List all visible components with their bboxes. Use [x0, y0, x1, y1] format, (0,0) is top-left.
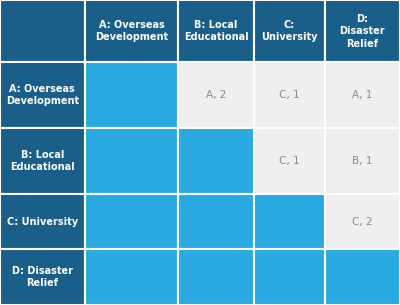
FancyBboxPatch shape: [254, 128, 324, 194]
FancyBboxPatch shape: [254, 249, 324, 305]
FancyBboxPatch shape: [178, 249, 254, 305]
Text: B, 1: B, 1: [352, 156, 372, 166]
FancyBboxPatch shape: [0, 128, 84, 194]
Text: D:
Disaster
Relief: D: Disaster Relief: [340, 14, 385, 48]
FancyBboxPatch shape: [324, 62, 400, 128]
Text: A, 2: A, 2: [206, 90, 226, 100]
FancyBboxPatch shape: [84, 62, 178, 128]
Text: C: University: C: University: [7, 217, 78, 227]
FancyBboxPatch shape: [254, 194, 324, 249]
FancyBboxPatch shape: [84, 0, 178, 62]
FancyBboxPatch shape: [178, 128, 254, 194]
FancyBboxPatch shape: [0, 194, 84, 249]
FancyBboxPatch shape: [324, 249, 400, 305]
FancyBboxPatch shape: [0, 62, 84, 128]
Text: A, 1: A, 1: [352, 90, 372, 100]
FancyBboxPatch shape: [0, 249, 84, 305]
FancyBboxPatch shape: [84, 128, 178, 194]
FancyBboxPatch shape: [178, 62, 254, 128]
FancyBboxPatch shape: [254, 62, 324, 128]
FancyBboxPatch shape: [84, 249, 178, 305]
Text: C, 1: C, 1: [279, 156, 300, 166]
FancyBboxPatch shape: [324, 194, 400, 249]
FancyBboxPatch shape: [0, 0, 84, 62]
FancyBboxPatch shape: [84, 194, 178, 249]
Text: C, 2: C, 2: [352, 217, 372, 227]
Text: C, 1: C, 1: [279, 90, 300, 100]
FancyBboxPatch shape: [178, 194, 254, 249]
FancyBboxPatch shape: [324, 0, 400, 62]
Text: B: Local
Educational: B: Local Educational: [184, 20, 248, 42]
Text: C:
University: C: University: [261, 20, 317, 42]
FancyBboxPatch shape: [324, 128, 400, 194]
Text: B: Local
Educational: B: Local Educational: [10, 150, 74, 172]
FancyBboxPatch shape: [254, 0, 324, 62]
Text: D: Disaster
Relief: D: Disaster Relief: [12, 266, 73, 289]
FancyBboxPatch shape: [178, 0, 254, 62]
Text: A: Overseas
Development: A: Overseas Development: [6, 84, 79, 106]
Text: A: Overseas
Development: A: Overseas Development: [95, 20, 168, 42]
